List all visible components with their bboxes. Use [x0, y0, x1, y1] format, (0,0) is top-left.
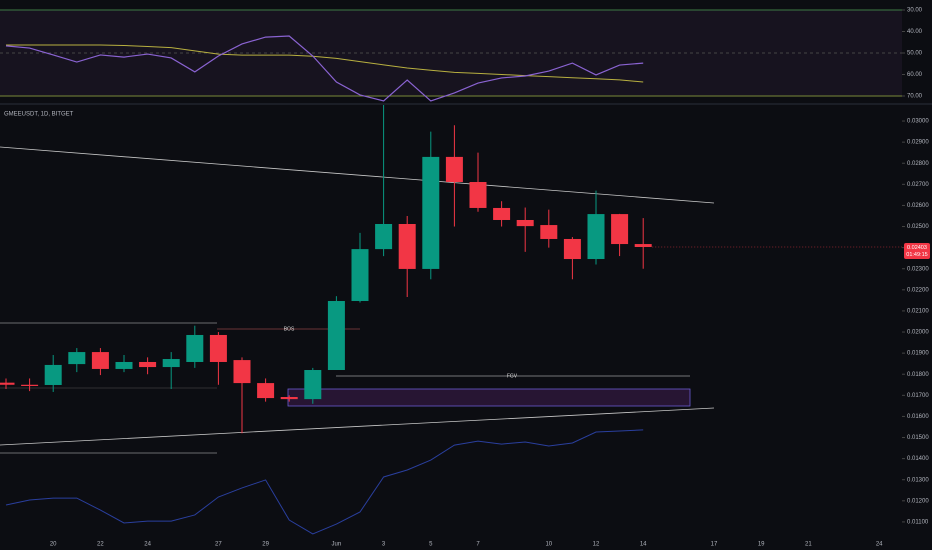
x-tick-label: 24 — [144, 542, 151, 548]
candle-body — [304, 370, 322, 400]
candle-body — [611, 214, 629, 245]
trend-line — [0, 146, 715, 204]
y-tick-label: 0.02100 — [907, 309, 929, 315]
rsi-tick-label: 50.00 — [907, 51, 923, 57]
candle-body — [587, 214, 605, 260]
y-tick-label: 0.01400 — [907, 456, 929, 462]
candle-body — [563, 238, 581, 260]
y-tick-label: 0.02900 — [907, 140, 929, 146]
candle-body — [44, 364, 62, 385]
candle-body — [280, 397, 298, 400]
x-tick-label: 21 — [805, 542, 812, 548]
candle-body — [445, 156, 463, 183]
y-tick-label: 0.02700 — [907, 182, 929, 188]
y-tick-label: 0.02800 — [907, 161, 929, 167]
rsi-tick-label: 70.00 — [907, 94, 923, 100]
last-price-tag — [904, 243, 930, 259]
candle-body — [186, 334, 204, 362]
candle-body — [634, 244, 652, 247]
x-tick-label: Jun — [332, 542, 342, 548]
rsi-ma-line — [6, 44, 644, 83]
x-tick-label: 14 — [640, 542, 647, 548]
candle-body — [68, 352, 86, 365]
candle-body — [115, 361, 133, 369]
y-tick-label: 0.02600 — [907, 203, 929, 209]
rsi-line — [5, 35, 644, 102]
y-tick-label: 0.02300 — [907, 266, 929, 272]
trend-line — [0, 407, 715, 446]
x-tick-label: 24 — [876, 542, 883, 548]
candle-body — [469, 182, 487, 208]
fgv-zone — [287, 388, 691, 407]
y-tick-label: 0.02000 — [907, 330, 929, 336]
x-tick-label: 19 — [758, 542, 765, 548]
candle-body — [351, 249, 369, 302]
rsi-tick-label: 60.00 — [907, 72, 923, 78]
candle-body — [493, 207, 511, 220]
candle-body — [139, 361, 157, 368]
x-tick-label: 20 — [50, 542, 57, 548]
x-tick-label: 12 — [593, 542, 600, 548]
candle-body — [422, 156, 440, 269]
y-tick-label: 0.02200 — [907, 287, 929, 293]
marks: 0.01100 0.01200 0.01300 0.01400 0.01500 0.016… — [0, 8, 929, 548]
x-tick-label: 27 — [215, 542, 222, 548]
countdown-label: 01:49:15 — [906, 252, 927, 258]
fgv-label: FGV — [507, 373, 518, 379]
y-tick-label: 0.03000 — [907, 119, 929, 125]
y-tick-label: 0.01500 — [907, 435, 929, 441]
y-tick-label: 0.01300 — [907, 477, 929, 483]
candle-body — [233, 360, 251, 384]
y-tick-label: 0.01600 — [907, 414, 929, 420]
candle-body — [91, 352, 109, 369]
candle-body — [375, 223, 393, 250]
y-tick-label: 0.01100 — [907, 519, 929, 525]
x-tick-label: 5 — [429, 542, 433, 548]
overlay-line — [5, 429, 644, 535]
x-tick-label: 3 — [382, 542, 386, 548]
y-tick-label: 0.02500 — [907, 224, 929, 230]
x-tick-label: 10 — [545, 542, 552, 548]
candle-body — [398, 223, 416, 269]
rsi-tick-label: 30.00 — [907, 8, 923, 14]
candle-body — [516, 219, 534, 227]
y-tick-label: 0.01900 — [907, 351, 929, 357]
last-price-label: 0.02403 — [907, 245, 927, 251]
y-tick-label: 0.01700 — [907, 393, 929, 399]
candle-body — [0, 382, 15, 385]
candle-body — [327, 301, 345, 371]
candle-body — [257, 383, 275, 399]
rsi-tick-label: 40.00 — [907, 29, 923, 35]
symbol-title: GMEEUSDT, 1D, BITGET — [4, 112, 74, 118]
bos-label: BOS — [284, 326, 295, 332]
x-tick-label: 29 — [262, 542, 269, 548]
candle-body — [162, 359, 180, 368]
y-tick-label: 0.01800 — [907, 372, 929, 378]
x-tick-label: 7 — [476, 542, 480, 548]
candle-body — [209, 334, 227, 362]
candle-body — [540, 225, 558, 239]
candle-body — [21, 384, 39, 386]
x-tick-label: 17 — [711, 542, 718, 548]
y-tick-label: 0.01200 — [907, 498, 929, 504]
x-tick-label: 22 — [97, 542, 104, 548]
